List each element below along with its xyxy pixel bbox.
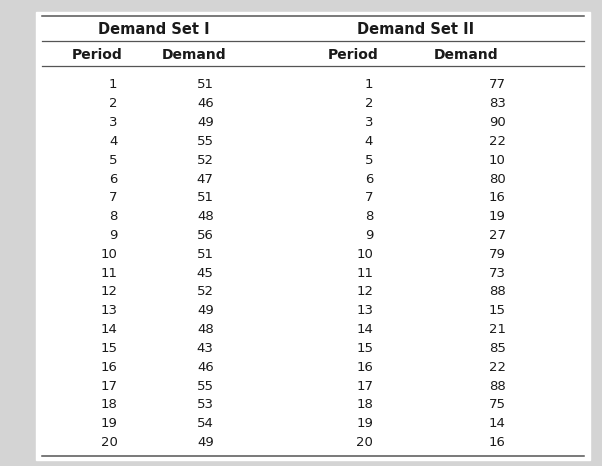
Text: 55: 55 (197, 135, 214, 148)
Text: 4: 4 (109, 135, 117, 148)
Text: 15: 15 (489, 304, 506, 317)
Text: 19: 19 (101, 417, 117, 430)
Text: 8: 8 (365, 210, 373, 223)
Text: 56: 56 (197, 229, 214, 242)
Text: 6: 6 (109, 172, 117, 185)
Text: 13: 13 (356, 304, 373, 317)
Text: 16: 16 (101, 361, 117, 374)
Text: 18: 18 (356, 398, 373, 411)
Text: 75: 75 (489, 398, 506, 411)
Text: 17: 17 (101, 380, 117, 393)
Text: 22: 22 (489, 361, 506, 374)
Text: Period: Period (72, 48, 123, 62)
Text: 51: 51 (197, 78, 214, 91)
Text: 85: 85 (489, 342, 506, 355)
Text: 45: 45 (197, 267, 214, 280)
Text: 12: 12 (101, 286, 117, 299)
Text: 14: 14 (489, 417, 506, 430)
Text: 80: 80 (489, 172, 506, 185)
Text: 79: 79 (489, 248, 506, 261)
Text: 1: 1 (365, 78, 373, 91)
Text: 18: 18 (101, 398, 117, 411)
Text: 2: 2 (109, 97, 117, 110)
Text: 49: 49 (197, 304, 214, 317)
Text: 10: 10 (356, 248, 373, 261)
Text: 12: 12 (356, 286, 373, 299)
Text: Demand Set II: Demand Set II (357, 22, 474, 37)
Text: 5: 5 (365, 154, 373, 167)
Text: 14: 14 (356, 323, 373, 336)
Text: Demand Set I: Demand Set I (98, 22, 209, 37)
Text: 11: 11 (101, 267, 117, 280)
Text: 73: 73 (489, 267, 506, 280)
Text: 88: 88 (489, 286, 506, 299)
Text: 19: 19 (356, 417, 373, 430)
Text: 46: 46 (197, 97, 214, 110)
Text: Demand: Demand (161, 48, 226, 62)
Text: 3: 3 (109, 116, 117, 129)
Text: 49: 49 (197, 436, 214, 449)
Text: 1: 1 (109, 78, 117, 91)
Text: 20: 20 (101, 436, 117, 449)
Text: 16: 16 (489, 192, 506, 205)
Text: 43: 43 (197, 342, 214, 355)
Text: 55: 55 (197, 380, 214, 393)
Text: 16: 16 (489, 436, 506, 449)
Text: 48: 48 (197, 323, 214, 336)
Text: 8: 8 (109, 210, 117, 223)
Text: 15: 15 (101, 342, 117, 355)
Text: 6: 6 (365, 172, 373, 185)
Text: 54: 54 (197, 417, 214, 430)
Text: 9: 9 (365, 229, 373, 242)
Text: 51: 51 (197, 248, 214, 261)
Text: 27: 27 (489, 229, 506, 242)
Text: 11: 11 (356, 267, 373, 280)
Text: 48: 48 (197, 210, 214, 223)
Text: Period: Period (328, 48, 379, 62)
Text: 9: 9 (109, 229, 117, 242)
Text: 5: 5 (109, 154, 117, 167)
Text: 2: 2 (365, 97, 373, 110)
Text: 7: 7 (109, 192, 117, 205)
Text: 47: 47 (197, 172, 214, 185)
Text: 14: 14 (101, 323, 117, 336)
Text: 10: 10 (101, 248, 117, 261)
Text: 53: 53 (197, 398, 214, 411)
Text: 7: 7 (365, 192, 373, 205)
Text: 4: 4 (365, 135, 373, 148)
Text: 21: 21 (489, 323, 506, 336)
Text: 13: 13 (101, 304, 117, 317)
Text: 16: 16 (356, 361, 373, 374)
Text: 3: 3 (365, 116, 373, 129)
Text: 49: 49 (197, 116, 214, 129)
Text: 22: 22 (489, 135, 506, 148)
Text: 51: 51 (197, 192, 214, 205)
Text: 52: 52 (197, 286, 214, 299)
Text: 52: 52 (197, 154, 214, 167)
Text: 19: 19 (489, 210, 506, 223)
Text: 17: 17 (356, 380, 373, 393)
Text: 90: 90 (489, 116, 506, 129)
Text: 15: 15 (356, 342, 373, 355)
Text: 77: 77 (489, 78, 506, 91)
Text: 83: 83 (489, 97, 506, 110)
Text: 20: 20 (356, 436, 373, 449)
Text: 10: 10 (489, 154, 506, 167)
Text: Demand: Demand (433, 48, 498, 62)
Text: 46: 46 (197, 361, 214, 374)
Text: 88: 88 (489, 380, 506, 393)
